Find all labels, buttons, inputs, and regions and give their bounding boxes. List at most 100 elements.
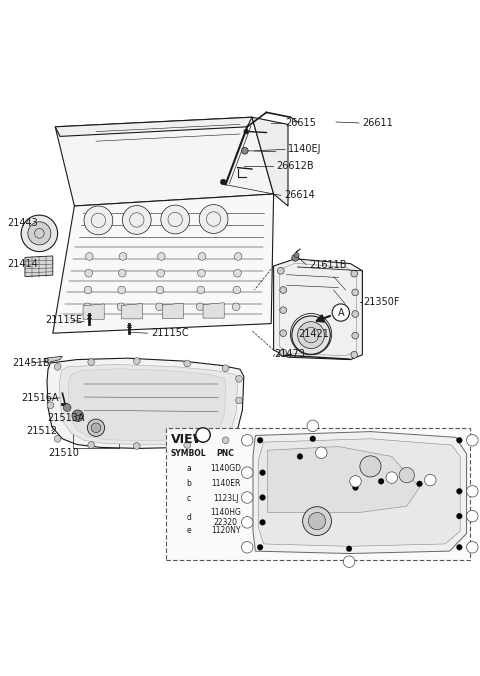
Circle shape [156, 303, 163, 311]
Circle shape [310, 436, 316, 441]
Circle shape [85, 269, 93, 277]
Circle shape [350, 476, 361, 487]
Circle shape [280, 330, 287, 337]
Circle shape [467, 435, 478, 446]
Circle shape [161, 205, 190, 234]
Circle shape [360, 456, 381, 477]
Text: 1120NY: 1120NY [211, 526, 240, 535]
Circle shape [54, 364, 61, 370]
Circle shape [184, 441, 191, 448]
Polygon shape [171, 491, 245, 506]
Circle shape [308, 512, 325, 530]
Circle shape [456, 513, 462, 519]
Circle shape [198, 269, 205, 277]
Polygon shape [68, 368, 226, 441]
Circle shape [298, 322, 324, 349]
Text: 21115E: 21115E [46, 315, 83, 325]
Text: b: b [470, 514, 474, 518]
Circle shape [399, 467, 414, 483]
Polygon shape [259, 439, 460, 546]
Circle shape [118, 286, 125, 294]
Circle shape [85, 253, 93, 260]
Circle shape [241, 467, 253, 479]
Text: e: e [428, 477, 432, 483]
Circle shape [467, 510, 478, 522]
Text: 21421: 21421 [299, 329, 329, 339]
Polygon shape [47, 358, 244, 448]
Text: PNC: PNC [216, 449, 235, 458]
Text: d: d [390, 475, 394, 480]
Circle shape [184, 360, 191, 367]
Polygon shape [162, 303, 183, 318]
Text: A: A [200, 431, 206, 439]
Text: 1140GD: 1140GD [210, 464, 241, 473]
Circle shape [236, 397, 242, 404]
Circle shape [122, 206, 151, 235]
Polygon shape [53, 194, 274, 333]
Text: 21513A: 21513A [47, 412, 84, 422]
Circle shape [87, 419, 105, 437]
Circle shape [241, 516, 253, 528]
Circle shape [351, 352, 358, 358]
Circle shape [241, 435, 253, 446]
Text: a: a [245, 545, 249, 550]
Circle shape [220, 179, 226, 185]
Text: 21443: 21443 [7, 218, 38, 228]
Circle shape [222, 437, 229, 443]
Text: a: a [470, 438, 474, 443]
Text: 1140ER: 1140ER [211, 479, 240, 487]
Circle shape [157, 269, 165, 277]
Polygon shape [83, 304, 104, 319]
Polygon shape [203, 303, 224, 318]
Circle shape [280, 287, 287, 293]
Circle shape [294, 253, 299, 258]
Circle shape [119, 269, 126, 277]
Circle shape [54, 435, 61, 442]
Circle shape [196, 428, 210, 442]
Polygon shape [274, 259, 362, 360]
Polygon shape [121, 304, 143, 319]
Circle shape [386, 472, 397, 483]
Circle shape [292, 316, 330, 354]
Text: 26614: 26614 [284, 191, 315, 201]
Circle shape [241, 491, 253, 503]
Text: c: c [187, 493, 191, 502]
Text: c: c [320, 450, 323, 455]
Text: 1140EJ: 1140EJ [288, 145, 322, 154]
Circle shape [456, 544, 462, 550]
Text: b: b [470, 489, 474, 493]
Circle shape [72, 410, 84, 422]
Circle shape [297, 454, 303, 460]
Polygon shape [55, 117, 252, 137]
Text: 21473: 21473 [275, 349, 305, 360]
Text: 1123LJ: 1123LJ [213, 493, 239, 502]
Text: VIEW: VIEW [171, 433, 208, 445]
Circle shape [260, 519, 265, 525]
Text: 26611: 26611 [362, 118, 393, 128]
Circle shape [244, 129, 249, 134]
Text: a: a [245, 438, 249, 443]
Polygon shape [253, 431, 467, 554]
Circle shape [197, 286, 204, 294]
Circle shape [241, 147, 248, 154]
Circle shape [133, 443, 140, 450]
Text: 1140HG
22320: 1140HG 22320 [210, 508, 241, 527]
Circle shape [84, 286, 92, 294]
Circle shape [233, 286, 240, 294]
Circle shape [182, 525, 195, 537]
Circle shape [307, 420, 319, 431]
Text: b: b [245, 495, 249, 500]
Circle shape [352, 332, 359, 339]
Circle shape [157, 253, 165, 260]
Text: b: b [186, 479, 191, 487]
Circle shape [63, 404, 71, 412]
Text: c: c [354, 479, 357, 484]
Circle shape [260, 470, 265, 475]
Circle shape [352, 289, 359, 296]
Text: 21115C: 21115C [151, 329, 189, 338]
Text: 26615: 26615 [286, 118, 316, 128]
Polygon shape [60, 364, 238, 445]
Polygon shape [171, 523, 245, 538]
Circle shape [88, 359, 95, 365]
Text: a: a [311, 423, 315, 429]
